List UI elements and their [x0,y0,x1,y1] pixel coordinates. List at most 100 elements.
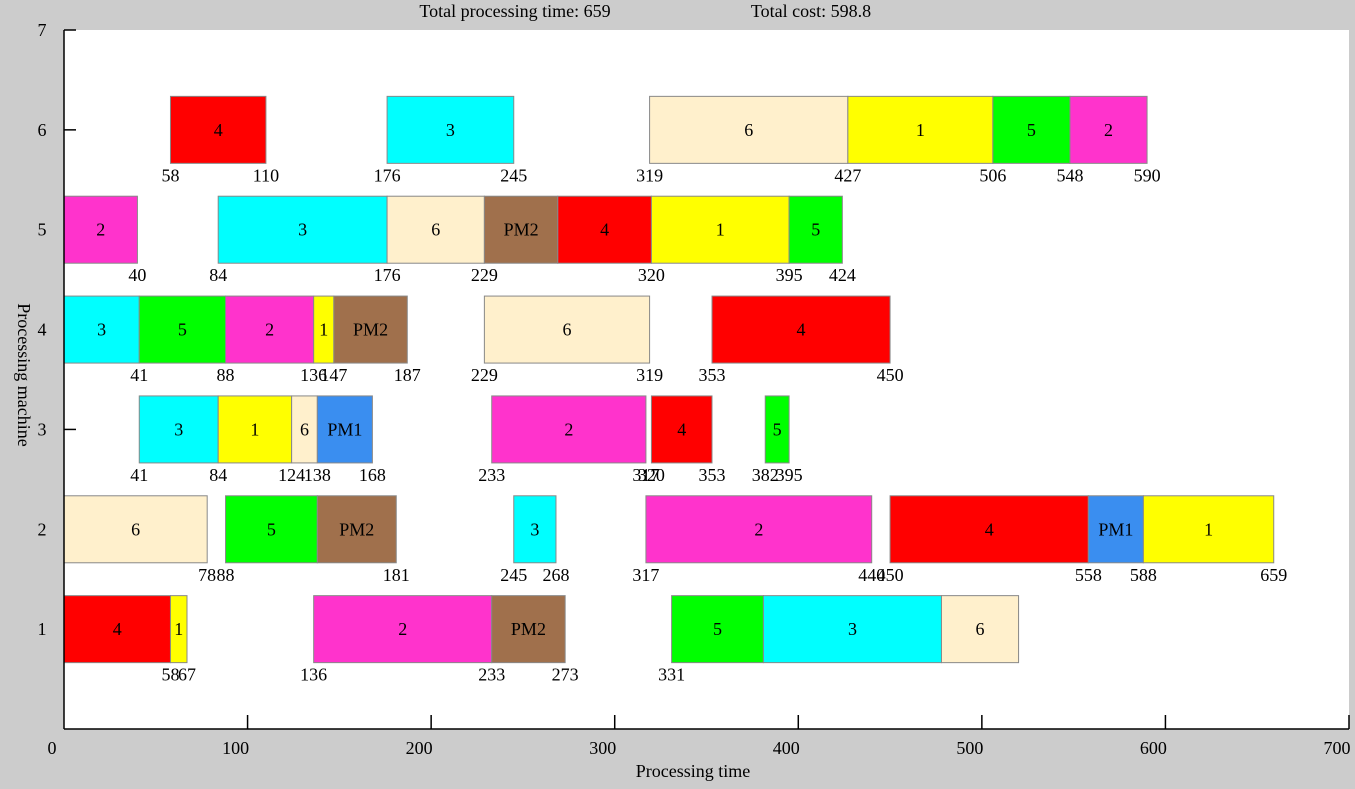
task-bar-label: 4 [214,120,223,140]
task-bar-label: 3 [848,619,857,639]
task-end-label: 317 [632,465,659,485]
task-end-label: 40 [128,265,146,285]
task-end-label: 245 [500,165,527,185]
task-end-label: 395 [776,265,803,285]
x-tick-label: 300 [589,738,616,758]
task-start-label: 331 [658,665,685,685]
task-bar-label: PM2 [353,320,388,340]
task-bar-label: 6 [131,519,140,539]
task-end-label: 110 [253,165,279,185]
task-end-label: 320 [638,265,665,285]
task-end-label: 233 [478,665,505,685]
task-bar-label: PM2 [339,519,374,539]
x-axis-label: Processing time [636,761,751,781]
total-processing-time: Total processing time: 659 [419,1,610,21]
task-bar-label: 1 [716,220,725,240]
task-bar-label: 5 [713,619,722,639]
x-tick-label: 400 [773,738,800,758]
task-bar-label: 3 [446,120,455,140]
task-start-label: 233 [478,465,505,485]
task-end-label: 67 [178,665,196,685]
task-end-label: 78 [198,565,216,585]
task-bars: 4 1 2 PM2 5 3 66 5 PM2 3 2 4 PM1 13 1 6 PM1 2 4 53 5 2 1 PM2 6 42… [63,95,1275,664]
task-bar [764,395,790,464]
task-bar [386,95,515,164]
task-end-label: 424 [829,265,856,285]
task-end-label: 506 [979,165,1006,185]
task-end-label: 168 [359,465,386,485]
task-bar [491,395,647,464]
task-bar [1142,495,1275,564]
task-bar [889,495,1089,564]
task-bar [557,195,652,264]
task-start-label: 317 [632,565,659,585]
total-cost: Total cost: 598.8 [751,1,871,21]
task-bar [217,395,293,464]
task-bar-label: 1 [1204,519,1213,539]
task-end-label: 558 [1075,565,1102,585]
task-bar [650,395,713,464]
task-end-label: 588 [1130,565,1157,585]
task-bar-label: 4 [677,419,686,439]
task-bar [847,95,994,164]
task-start-label: 319 [636,165,663,185]
task-bar-label: 4 [600,220,609,240]
task-end-label: 138 [304,465,331,485]
y-tick-label: 4 [38,320,47,340]
task-end-label: 548 [1056,165,1083,185]
x-tick-label: 500 [956,738,983,758]
task-bar-label: 6 [976,619,985,639]
task-bar [316,395,373,464]
y-tick-label: 7 [38,20,47,40]
task-bar [63,295,140,364]
task-start-label: 58 [161,165,179,185]
task-bar [1069,95,1148,164]
task-bar-label: 5 [773,419,782,439]
task-end-label: 136 [300,365,327,385]
y-tick-label: 5 [38,220,47,240]
task-end-label: 450 [877,365,904,385]
task-end-label: 427 [834,165,861,185]
task-start-label: 88 [217,565,235,585]
task-end-label: 590 [1134,165,1161,185]
task-bar-label: PM2 [504,220,539,240]
y-tick-label: 3 [38,419,47,439]
task-bar-label: 5 [178,320,187,340]
task-bar [63,195,138,264]
task-bar-label: 2 [564,419,573,439]
task-bar [645,495,873,564]
task-bar [63,495,208,564]
task-bar [1087,495,1144,564]
task-bar-label: PM2 [511,619,546,639]
task-start-label: 450 [877,565,904,585]
task-start-label: 176 [374,165,401,185]
task-bar [169,595,188,664]
task-bar-label: 1 [319,320,328,340]
task-end-label: 88 [217,365,235,385]
task-end-label: 659 [1260,565,1287,585]
task-start-label: 84 [209,265,227,285]
task-end-label: 58 [161,665,179,685]
task-end-label: 147 [320,365,347,385]
task-start-label: 382 [752,465,779,485]
task-end-label: 440 [858,565,885,585]
task-bar [788,195,843,264]
x-tick-label: 700 [1324,738,1351,758]
task-end-label: 273 [552,665,579,685]
y-tick-label: 1 [38,619,47,639]
y-tick-label: 2 [38,519,47,539]
y-tick-label: 6 [38,120,47,140]
task-bar-label: 6 [744,120,753,140]
task-bar-label: PM1 [327,419,362,439]
task-end-label: 181 [383,565,410,585]
task-bar-label: 1 [250,419,259,439]
task-bar-label: 4 [797,320,806,340]
task-end-label: 124 [278,465,305,485]
task-bar-label: 6 [300,419,309,439]
task-bar [313,595,493,664]
task-bar [483,295,651,364]
task-bar [992,95,1071,164]
